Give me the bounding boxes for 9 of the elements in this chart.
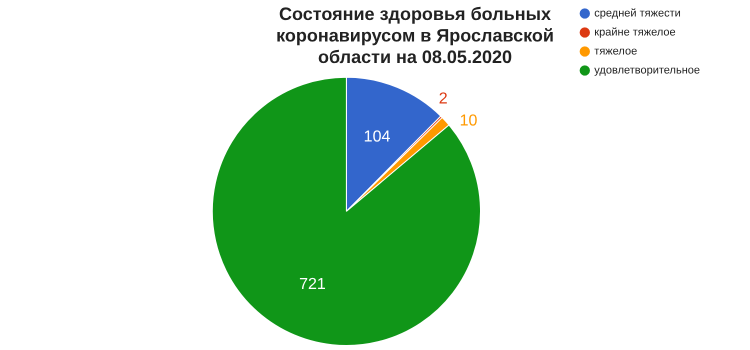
data-label: 10 [460,112,478,130]
legend-label: тяжелое [594,46,638,58]
legend-label: средней тяжести [594,8,681,20]
data-label: 104 [364,128,390,146]
data-label: 721 [299,276,326,293]
text: Состояние здоровья больных коронавирусом в Ярославской области на 08.05.2020 [276,4,554,67]
data-label: 2 [438,90,448,108]
legend-label: крайне тяжелое [594,26,676,39]
legend-label: удовлетворительное [594,64,700,77]
